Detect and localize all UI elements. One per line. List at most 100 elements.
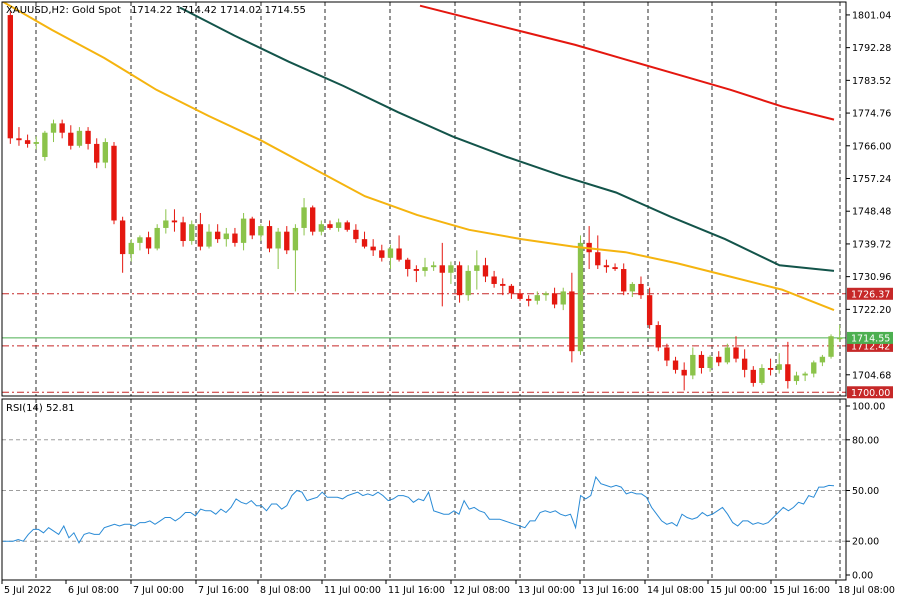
candle-body: [733, 347, 739, 359]
candle-body: [266, 226, 273, 249]
candle-body: [189, 224, 195, 242]
grid-layer: [2, 2, 846, 580]
candle-body: [24, 140, 31, 144]
candle-body: [370, 246, 376, 251]
candle-body: [353, 229, 359, 240]
candle-body: [439, 265, 445, 273]
candle-body: [85, 130, 91, 144]
candle-body: [456, 265, 463, 296]
candle-body: [240, 218, 247, 243]
candle-body: [76, 130, 83, 146]
candle-body: [595, 252, 601, 266]
candle-body: [94, 143, 100, 163]
candle-body: [214, 231, 221, 240]
candle-body: [603, 265, 610, 268]
candle-body: [724, 347, 731, 363]
main-panel-frame: [1, 1, 847, 397]
time-tick-label: 11 Jul 16:00: [388, 585, 445, 596]
time-tick-label: 11 Jul 00:00: [324, 585, 381, 596]
candle-body: [111, 145, 117, 221]
candle-body: [318, 224, 325, 232]
candle-body: [284, 231, 290, 251]
rsi-label: RSI(14) 52.81: [6, 403, 75, 414]
time-tick-label: 8 Jul 08:00: [260, 585, 311, 596]
candle-body: [223, 233, 229, 240]
levels-layer: 1726.37 1712.42 1700.00 1714.55: [2, 287, 893, 399]
time-tick-label: 5 Jul 2022: [4, 585, 52, 596]
candle-body: [646, 295, 653, 326]
price-tick-label: 1739.72: [852, 239, 891, 250]
price-tick-label: 1748.48: [852, 207, 891, 218]
time-tick-label: 15 Jul 00:00: [710, 585, 767, 596]
candle-body: [7, 15, 13, 139]
price-tick-label: 1766.00: [852, 141, 891, 152]
rsi-tick-label: 100.00: [852, 402, 885, 413]
price-tick-label: 1774.76: [852, 109, 891, 120]
price-level-tag: [847, 287, 893, 300]
candle-body: [361, 239, 368, 247]
candle-body: [819, 356, 826, 363]
candle-body: [379, 250, 385, 258]
rsi-layer: [3, 475, 835, 544]
candle-body: [482, 265, 489, 277]
candle-body: [16, 138, 22, 141]
candle-body: [128, 242, 134, 255]
candle-body: [569, 291, 575, 352]
time-tick-label: 12 Jul 08:00: [453, 585, 510, 596]
axis-layer: 1801.04 1792.28 1783.52 1774.76 1766.00 1757.…: [1, 1, 895, 596]
candle-body: [119, 220, 126, 255]
candle-body: [422, 267, 428, 271]
candle-body: [206, 231, 212, 247]
candle-body: [525, 298, 532, 301]
candle-body: [465, 270, 471, 296]
candle-body: [828, 336, 834, 357]
candle-body: [249, 218, 255, 236]
rsi-tick-label: 50.00: [852, 486, 879, 497]
candle-body: [759, 367, 765, 383]
price-tick-label: 1730.96: [852, 272, 891, 283]
moving-average-line: [419, 4, 835, 121]
price-tick-label: 1704.68: [852, 370, 891, 381]
candle-body: [137, 237, 143, 243]
candle-body: [793, 375, 800, 382]
candle-body: [672, 360, 679, 370]
time-tick-label: 18 Jul 08:00: [838, 585, 895, 596]
candle-body: [776, 364, 782, 370]
candle-body: [474, 265, 480, 271]
candle-body: [767, 367, 774, 370]
candle-body: [491, 276, 497, 284]
candle-body: [750, 369, 756, 383]
candle-body: [292, 227, 299, 251]
rsi-panel-frame: [1, 398, 847, 581]
candle-body: [50, 123, 57, 133]
time-tick-label: 7 Jul 00:00: [133, 585, 184, 596]
candle-body: [327, 224, 333, 228]
ohlc-readout: 1714.22 1714.42 1714.02 1714.55: [131, 5, 306, 16]
candle-body: [335, 222, 342, 228]
candle-body: [681, 369, 687, 376]
moving-average-line: [179, 6, 835, 272]
time-tick-label: 13 Jul 16:00: [582, 585, 639, 596]
candle-body: [448, 265, 454, 273]
price-tick-label: 1757.24: [852, 174, 891, 185]
candle-body: [396, 248, 402, 260]
candles-layer: [7, 11, 843, 391]
time-tick-label: 13 Jul 00:00: [518, 585, 575, 596]
candle-body: [33, 142, 39, 144]
moving-average-line: [2, 2, 835, 312]
price-level-label: 1726.37: [851, 289, 890, 300]
candle-body: [344, 222, 350, 230]
moving-averages-layer: [2, 2, 835, 312]
candle-body: [534, 295, 540, 301]
candle-body: [171, 220, 178, 223]
candle-body: [102, 142, 109, 163]
candle-body: [163, 220, 169, 228]
candle-body: [387, 248, 394, 258]
price-level-label: 1714.55: [851, 333, 890, 344]
candle-body: [612, 267, 618, 270]
candle-body: [655, 325, 661, 348]
rsi-tick-label: 0.00: [852, 571, 873, 582]
candle-body: [811, 362, 817, 374]
